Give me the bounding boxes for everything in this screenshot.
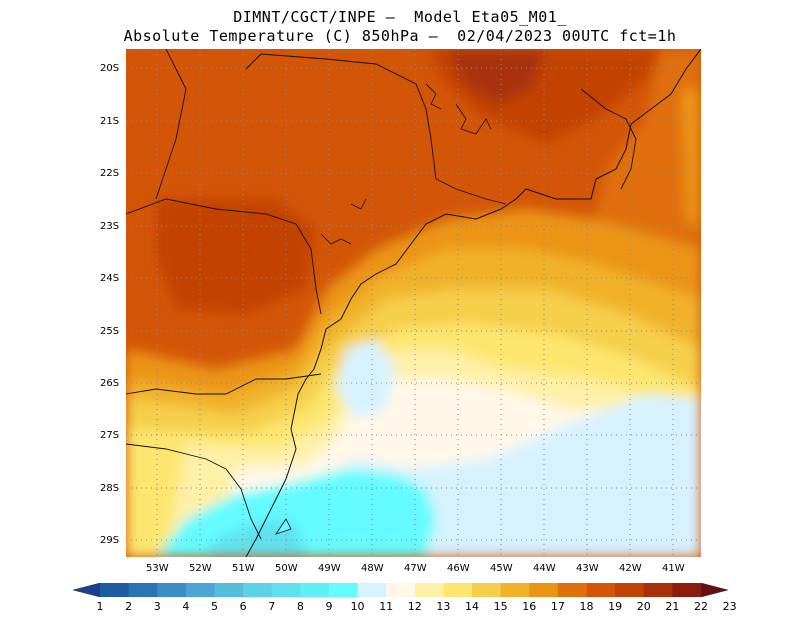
color-scale-swatch [185, 583, 215, 597]
color-scale-label: 21 [665, 600, 680, 613]
color-scale-label: 2 [125, 600, 133, 613]
color-scale-label: 12 [407, 600, 422, 613]
color-scale-label: 11 [379, 600, 394, 613]
color-scale-low-arrow [73, 583, 101, 597]
lon-label-50w: 50W [275, 563, 298, 574]
color-scale-swatch [672, 583, 702, 597]
color-scale-label: 4 [182, 600, 190, 613]
temperature-map [126, 49, 701, 557]
color-scale-swatch [243, 583, 273, 597]
color-scale-swatch [472, 583, 502, 597]
temp-field-11b [336, 339, 396, 419]
color-scale-swatch [271, 583, 301, 597]
color-scale-label: 5 [210, 600, 218, 613]
color-scale-swatch [100, 583, 130, 597]
lon-label-52w: 52W [189, 563, 212, 574]
color-scale-label: 8 [296, 600, 304, 613]
color-scale-swatch [386, 583, 416, 597]
color-scale-label: 9 [325, 600, 333, 613]
lat-label-26s: 26S [100, 378, 120, 389]
lat-label-29s: 29S [100, 535, 120, 546]
color-scale-swatch [300, 583, 330, 597]
map-title-line-1: DIMNT/CGCT/INPE – Model Eta05_M01_ [233, 8, 567, 26]
color-scale-bar [73, 583, 728, 597]
temp-field-21 [446, 49, 546, 104]
map-canvas [126, 49, 701, 557]
color-scale-swatch [500, 583, 530, 597]
lat-label-23s: 23S [100, 221, 120, 232]
color-scale-label: 1 [96, 600, 104, 613]
lon-label-53w: 53W [146, 563, 169, 574]
color-scale-label: 20 [636, 600, 651, 613]
color-scale-label: 3 [153, 600, 161, 613]
color-scale-swatch [615, 583, 645, 597]
lon-label-51w: 51W [232, 563, 255, 574]
lagoon [275, 518, 292, 535]
color-scale-label: 14 [465, 600, 480, 613]
color-scale-swatch [328, 583, 359, 597]
state-borders [126, 49, 637, 540]
color-scale-swatch [128, 583, 158, 597]
color-scale-high-arrow [700, 583, 728, 597]
lon-label-46w: 46W [447, 563, 470, 574]
color-scale-swatch [357, 583, 387, 597]
color-scale-label: 23 [722, 600, 737, 613]
lat-label-28s: 28S [100, 483, 120, 494]
color-scale-label: 17 [550, 600, 565, 613]
lat-label-20s: 20S [100, 63, 120, 74]
color-scale-label: 18 [579, 600, 594, 613]
color-scale-swatch [443, 583, 473, 597]
lon-label-43w: 43W [576, 563, 599, 574]
lat-label-24s: 24S [100, 273, 120, 284]
lat-label-21s: 21S [100, 116, 120, 127]
lat-label-27s: 27S [100, 430, 120, 441]
lon-label-49w: 49W [318, 563, 341, 574]
color-scale-label: 22 [694, 600, 708, 613]
color-scale-swatch [214, 583, 244, 597]
lon-label-48w: 48W [361, 563, 384, 574]
color-scale-label: 7 [268, 600, 276, 613]
lon-label-42w: 42W [619, 563, 642, 574]
coastline [245, 49, 701, 557]
color-scale-swatch [414, 583, 444, 597]
color-scale-label: 19 [608, 600, 623, 613]
temp-field-17 [681, 89, 701, 229]
color-scale-swatch [643, 583, 673, 597]
temp-field-20b [156, 199, 316, 314]
color-scale-swatch [557, 583, 588, 597]
color-scale-label: 15 [493, 600, 508, 613]
lon-label-44w: 44W [533, 563, 556, 574]
lon-label-47w: 47W [404, 563, 427, 574]
color-scale-label: 13 [436, 600, 451, 613]
reservoirs [320, 83, 492, 245]
color-scale-label: 10 [350, 600, 365, 613]
color-scale-label: 16 [522, 600, 537, 613]
temp-field-18 [596, 49, 701, 269]
lat-label-25s: 25S [100, 326, 120, 337]
color-scale-swatch [157, 583, 187, 597]
color-scale-swatch [586, 583, 616, 597]
color-scale-swatch [529, 583, 559, 597]
color-scale-label: 6 [239, 600, 247, 613]
lat-lon-grid [126, 49, 701, 557]
map-title-line-2: Absolute Temperature (C) 850hPa – 02/04/… [123, 27, 677, 45]
lon-label-41w: 41W [662, 563, 685, 574]
lat-label-22s: 22S [100, 168, 120, 179]
lon-label-45w: 45W [490, 563, 513, 574]
